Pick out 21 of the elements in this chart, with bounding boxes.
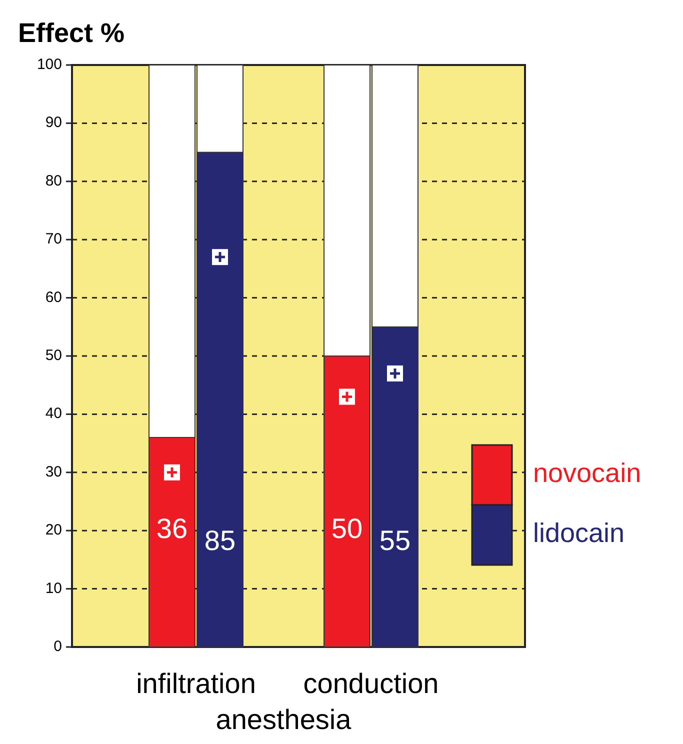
y-tick-label: 40 bbox=[45, 405, 62, 422]
data-label: 50 bbox=[331, 512, 363, 544]
data-label: 85 bbox=[204, 524, 236, 556]
data-label: 55 bbox=[379, 524, 411, 556]
data-label: 36 bbox=[156, 512, 188, 544]
x-tick-label: conduction bbox=[303, 668, 439, 699]
legend-label: lidocain bbox=[533, 518, 625, 548]
y-tick-label: 100 bbox=[36, 56, 62, 73]
y-tick-label: 20 bbox=[45, 522, 62, 539]
y-tick-label: 80 bbox=[45, 172, 62, 190]
y-tick-label: 50 bbox=[45, 346, 62, 364]
y-tick-label: 70 bbox=[45, 230, 62, 248]
chart-title: Effect % bbox=[18, 18, 125, 48]
x-tick-label: infiltration bbox=[136, 668, 256, 699]
legend-label: novocain bbox=[533, 458, 642, 488]
y-tick-label: 10 bbox=[45, 580, 62, 597]
x-axis-title: anesthesia bbox=[216, 704, 352, 735]
y-tick-label: 90 bbox=[45, 114, 62, 132]
y-tick-label: 60 bbox=[45, 288, 62, 306]
y-tick-label: 0 bbox=[54, 638, 62, 655]
y-tick-label: 30 bbox=[45, 463, 62, 480]
